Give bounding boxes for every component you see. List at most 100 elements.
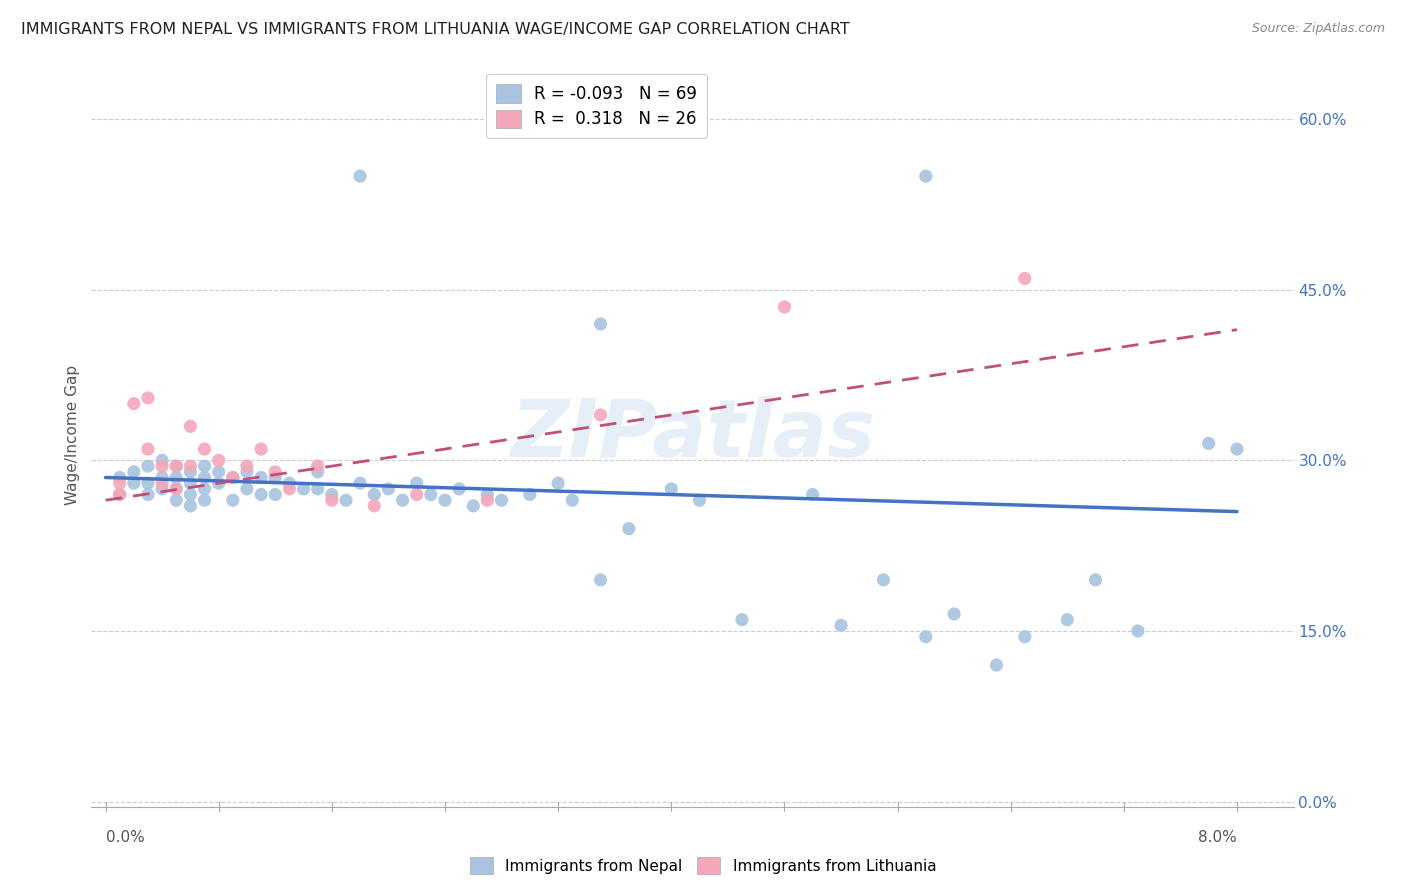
Point [108,487,131,501]
Point [1014,630,1036,644]
Point [108,476,131,491]
Point [264,487,287,501]
Point [617,522,640,536]
Point [150,459,173,474]
Point [179,419,201,434]
Point [872,573,894,587]
Text: Source: ZipAtlas.com: Source: ZipAtlas.com [1251,22,1385,36]
Point [250,487,273,501]
Point [264,470,287,484]
Text: 0.0%: 0.0% [105,830,145,845]
Point [307,482,329,496]
Point [830,618,852,632]
Point [179,465,201,479]
Point [349,169,371,183]
Point [278,482,301,496]
Y-axis label: Wage/Income Gap: Wage/Income Gap [65,365,80,505]
Point [222,493,245,508]
Point [193,493,215,508]
Point [491,493,513,508]
Legend: Immigrants from Nepal, Immigrants from Lithuania: Immigrants from Nepal, Immigrants from L… [464,851,942,880]
Point [321,487,343,501]
Point [278,476,301,491]
Point [165,459,187,474]
Point [391,493,413,508]
Point [773,300,796,314]
Point [405,476,427,491]
Point [122,465,145,479]
Point [335,493,357,508]
Point [264,465,287,479]
Point [731,613,754,627]
Point [1056,613,1078,627]
Point [208,453,231,467]
Point [108,487,131,501]
Point [136,476,159,491]
Point [943,607,966,621]
Point [659,482,682,496]
Point [405,487,427,501]
Point [377,482,399,496]
Point [1198,436,1220,450]
Point [1014,271,1036,285]
Point [986,658,1008,673]
Point [477,487,499,501]
Point [1126,624,1149,638]
Point [321,493,343,508]
Point [449,482,471,496]
Point [801,487,824,501]
Point [250,442,273,456]
Point [1226,442,1249,456]
Point [363,487,385,501]
Point [179,499,201,513]
Point [307,459,329,474]
Point [589,317,612,331]
Text: IMMIGRANTS FROM NEPAL VS IMMIGRANTS FROM LITHUANIA WAGE/INCOME GAP CORRELATION C: IMMIGRANTS FROM NEPAL VS IMMIGRANTS FROM… [21,22,849,37]
Point [292,482,315,496]
Point [136,487,159,501]
Point [589,573,612,587]
Point [150,482,173,496]
Point [179,459,201,474]
Point [122,396,145,410]
Legend: R = -0.093   N = 69, R =  0.318   N = 26: R = -0.093 N = 69, R = 0.318 N = 26 [485,75,707,138]
Point [122,476,145,491]
Point [463,499,485,513]
Point [914,169,936,183]
Point [349,476,371,491]
Point [193,482,215,496]
Point [193,459,215,474]
Point [165,459,187,474]
Point [561,493,583,508]
Point [165,482,187,496]
Point [689,493,711,508]
Point [222,470,245,484]
Point [1084,573,1107,587]
Point [307,465,329,479]
Point [250,470,273,484]
Point [477,493,499,508]
Point [519,487,541,501]
Point [179,487,201,501]
Point [136,391,159,405]
Point [363,499,385,513]
Point [222,470,245,484]
Point [150,453,173,467]
Point [914,630,936,644]
Point [236,465,259,479]
Point [165,493,187,508]
Point [419,487,441,501]
Point [193,470,215,484]
Point [589,408,612,422]
Point [236,459,259,474]
Text: ZIPatlas: ZIPatlas [510,396,875,474]
Point [547,476,569,491]
Point [193,442,215,456]
Point [150,476,173,491]
Point [165,482,187,496]
Point [136,442,159,456]
Point [179,476,201,491]
Point [165,470,187,484]
Point [108,470,131,484]
Point [208,465,231,479]
